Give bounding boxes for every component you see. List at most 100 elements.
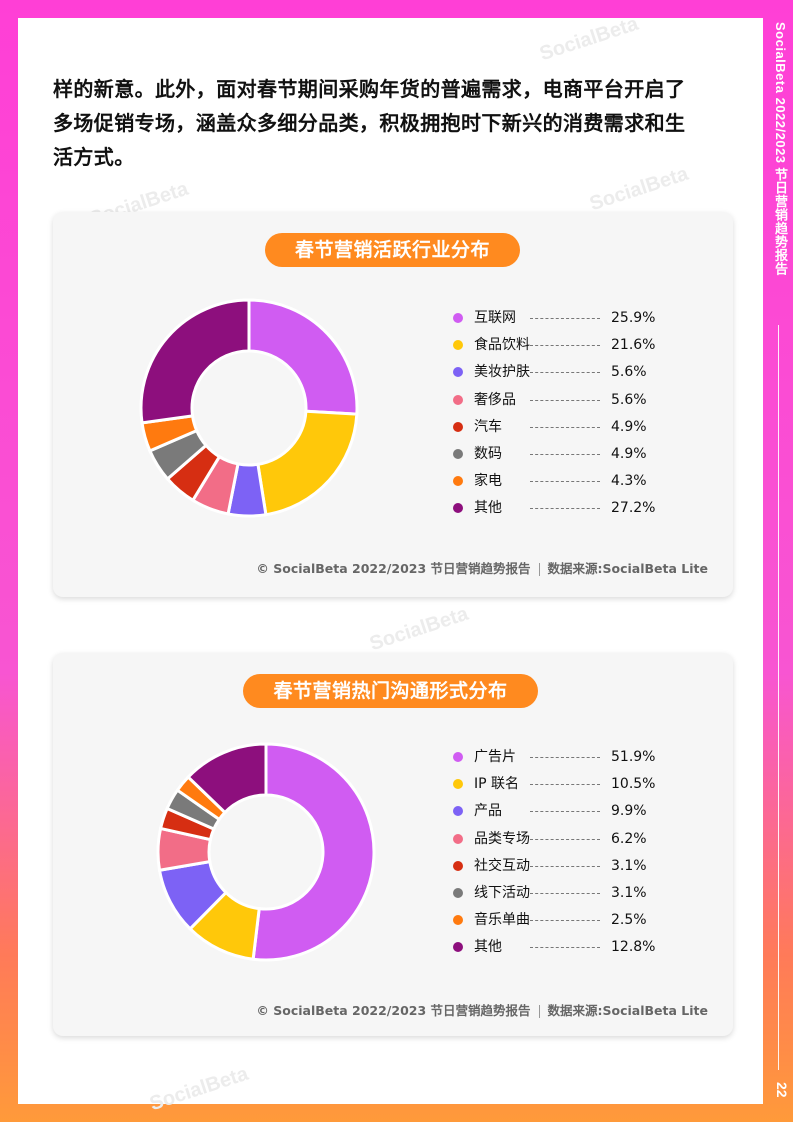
- legend-value: 2.5%: [611, 912, 647, 929]
- legend-value: 5.6%: [611, 391, 647, 408]
- legend-dot: [453, 367, 463, 378]
- legend-item: 其他 27.2%: [453, 496, 723, 523]
- legend-dot: [453, 887, 463, 898]
- legend-item: 互联网 25.9%: [453, 306, 723, 333]
- legend-dot: [453, 421, 463, 432]
- legend-dash: [530, 947, 600, 949]
- footnote-separator: [538, 1005, 540, 1018]
- legend-item: IP 联名 10.5%: [453, 772, 723, 799]
- legend-value: 25.9%: [611, 310, 656, 326]
- format-donut-chart: [156, 742, 376, 962]
- copyright-note: © SocialBeta 2022/2023 节日营销趋势报告: [256, 561, 531, 576]
- legend-item: 美妆护肤 5.6%: [453, 360, 723, 387]
- legend-dot: [453, 448, 463, 459]
- legend-dash: [530, 318, 600, 319]
- legend-value: 27.2%: [611, 500, 656, 517]
- legend-label: 社交互动: [474, 857, 530, 874]
- intro-line: 样的新意。此外，面对春节期间采购年货的普遍需求，电商平台开启了: [53, 77, 686, 101]
- data-source-note: 数据来源:SocialBeta Lite: [547, 1003, 708, 1018]
- industry-legend: 互联网 25.9% 食品饮料 21.6% 美妆护肤 5.6% 奢侈品 5.6% 汽车 4.9% 数码…: [453, 306, 723, 524]
- legend-dot: [453, 833, 463, 844]
- donut-slice-0: [247, 298, 359, 416]
- watermark: SocialBeta: [536, 12, 642, 66]
- legend-value: 4.9%: [611, 418, 647, 435]
- legend-item: 其他 12.8%: [453, 935, 723, 962]
- legend-dot: [453, 752, 463, 762]
- chart-title: 春节营销活跃行业分布: [265, 233, 520, 267]
- footnote-separator: [538, 563, 540, 576]
- legend-item: 食品饮料 21.6%: [453, 333, 723, 360]
- legend-value: 6.2%: [611, 830, 647, 847]
- copyright-note: © SocialBeta 2022/2023 节日营销趋势报告: [256, 1003, 531, 1018]
- legend-label: 音乐单曲: [474, 912, 530, 929]
- legend-dash: [530, 811, 600, 813]
- legend-label: 其他: [474, 939, 502, 956]
- legend-dash: [530, 426, 600, 428]
- legend-item: 汽车 4.9%: [453, 415, 723, 442]
- watermark: SocialBeta: [366, 602, 472, 656]
- legend-value: 4.9%: [611, 445, 647, 462]
- legend-dash: [530, 345, 600, 347]
- page-number: 22: [774, 1082, 790, 1098]
- legend-label: 品类专场: [474, 830, 530, 847]
- legend-dash: [530, 865, 600, 867]
- chart-footnote: © SocialBeta 2022/2023 节日营销趋势报告 数据来源:Soci…: [256, 558, 708, 577]
- watermark: SocialBeta: [146, 1062, 252, 1116]
- legend-label: 产品: [474, 803, 502, 820]
- donut-slice-7: [139, 298, 251, 425]
- legend-item: 奢侈品 5.6%: [453, 388, 723, 415]
- legend-item: 数码 4.9%: [453, 442, 723, 469]
- legend-dot: [453, 313, 463, 323]
- donut-slice-0: [251, 742, 376, 962]
- legend-label: 食品饮料: [474, 337, 530, 354]
- legend-label: 家电: [474, 473, 502, 490]
- legend-dash: [530, 399, 600, 401]
- legend-value: 4.3%: [611, 473, 647, 490]
- legend-label: 线下活动: [474, 884, 530, 901]
- legend-dash: [530, 757, 600, 758]
- legend-dash: [530, 784, 600, 786]
- format-chart-card: 春节营销热门沟通形式分布 广告片 51.9% IP 联名 10.5% 产品 9.9% 品类专…: [53, 653, 733, 1036]
- industry-donut-chart: [139, 298, 359, 518]
- legend-dot: [453, 942, 463, 953]
- legend-dot: [453, 860, 463, 871]
- legend-item: 音乐单曲 2.5%: [453, 908, 723, 935]
- format-legend: 广告片 51.9% IP 联名 10.5% 产品 9.9% 品类专场 6.2% 社交互动 3.1%…: [453, 745, 723, 963]
- legend-dash: [530, 838, 600, 840]
- legend-value: 51.9%: [611, 749, 656, 765]
- legend-dot: [453, 476, 463, 487]
- legend-dot: [453, 394, 463, 405]
- legend-label: 奢侈品: [474, 391, 516, 408]
- legend-item: 产品 9.9%: [453, 799, 723, 826]
- legend-item: 线下活动 3.1%: [453, 881, 723, 908]
- legend-value: 3.1%: [611, 884, 647, 901]
- legend-dash: [530, 481, 600, 483]
- legend-value: 10.5%: [611, 776, 656, 793]
- legend-dash: [530, 453, 600, 455]
- legend-label: 美妆护肤: [474, 364, 530, 381]
- legend-value: 3.1%: [611, 857, 647, 874]
- side-divider: [778, 325, 779, 1070]
- intro-line: 多场促销专场，涵盖众多细分品类，积极拥抱时下新兴的消费需求和生: [53, 111, 686, 135]
- donut-slice-7: [186, 742, 268, 815]
- legend-dot: [453, 779, 463, 790]
- chart-footnote: © SocialBeta 2022/2023 节日营销趋势报告 数据来源:Soci…: [256, 1000, 708, 1019]
- legend-dot: [453, 915, 463, 926]
- legend-dash: [530, 372, 600, 374]
- chart-title: 春节营销热门沟通形式分布: [243, 674, 538, 708]
- intro-paragraph: 样的新意。此外，面对春节期间采购年货的普遍需求，电商平台开启了 多场促销专场，涵…: [53, 72, 743, 174]
- legend-label: 汽车: [474, 418, 502, 435]
- legend-label: 数码: [474, 445, 502, 462]
- legend-label: 其他: [474, 500, 502, 517]
- legend-value: 9.9%: [611, 803, 647, 820]
- data-source-note: 数据来源:SocialBeta Lite: [547, 561, 708, 576]
- legend-dash: [530, 920, 600, 922]
- legend-value: 21.6%: [611, 337, 656, 354]
- legend-dash: [530, 892, 600, 894]
- legend-dot: [453, 340, 463, 351]
- legend-dot: [453, 806, 463, 817]
- legend-item: 品类专场 6.2%: [453, 827, 723, 854]
- legend-dash: [530, 508, 600, 510]
- legend-item: 社交互动 3.1%: [453, 854, 723, 881]
- side-report-title: SocialBeta 2022/2023 节日营销趋势报告: [773, 22, 788, 276]
